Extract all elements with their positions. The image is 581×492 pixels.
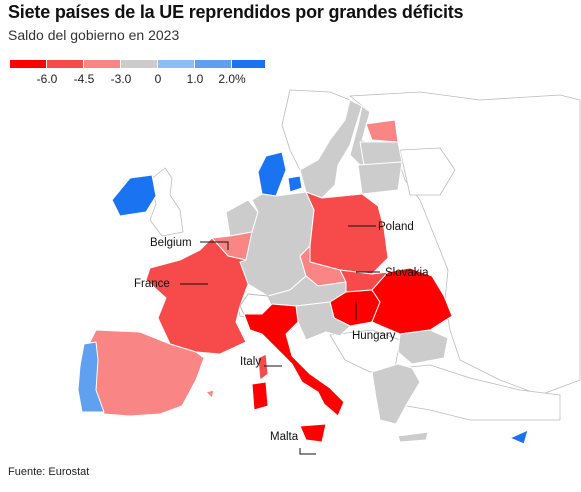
legend-tick-4: 0 — [154, 72, 162, 86]
label-poland: Poland — [378, 221, 414, 233]
region-poland — [305, 191, 389, 275]
region-latvia — [359, 141, 403, 166]
legend-swatch-6 — [195, 60, 231, 68]
legend-tick-5: 1.0 — [186, 72, 204, 86]
legend-swatch-4 — [121, 60, 157, 68]
legend-swatch-3 — [84, 60, 120, 68]
region-denmark-islands — [287, 175, 303, 193]
region-romania — [371, 267, 453, 335]
region-portugal — [77, 341, 105, 413]
region-greece — [371, 363, 421, 425]
label-hungary: Hungary — [352, 330, 396, 342]
legend-tick-1: -6.0 — [36, 72, 58, 86]
region-denmark — [257, 151, 287, 197]
label-malta: Malta — [270, 431, 299, 443]
region-corsica — [257, 353, 269, 381]
region-italy — [243, 303, 345, 417]
leader-lines — [180, 225, 380, 455]
legend-swatch-5 — [158, 60, 194, 68]
region-france — [145, 237, 249, 355]
region-slovenia-croatia — [295, 301, 351, 341]
region-lithuania — [357, 161, 403, 195]
legend-tick-2: -4.5 — [73, 72, 95, 86]
chart-title: Siete países de la UE reprendidos por gr… — [8, 2, 464, 22]
legend-swatch-2 — [47, 60, 83, 68]
region-ireland — [111, 174, 157, 217]
label-slovakia: Slovakia — [385, 267, 429, 279]
legend-swatch-7 — [232, 60, 265, 68]
region-bulgaria — [397, 329, 449, 365]
chart-subtitle: Saldo del gobierno en 2023 — [8, 27, 180, 43]
label-france: France — [134, 278, 170, 290]
source-note: Fuente: Eurostat — [8, 466, 90, 478]
label-belgium: Belgium — [150, 237, 192, 249]
region-sicily — [299, 423, 327, 443]
region-sardinia — [251, 381, 269, 411]
europe-map: Poland Belgium Slovakia France Hungary I… — [77, 89, 581, 455]
legend-swatch-1 — [10, 60, 46, 68]
region-balearic — [205, 389, 215, 399]
region-crete — [397, 431, 429, 443]
legend-tick-6: 2.0% — [218, 72, 246, 86]
label-italy: Italy — [240, 356, 261, 368]
region-cyprus — [509, 429, 529, 445]
color-legend: -6.0 -4.5 -3.0 0 1.0 2.0% — [10, 60, 266, 96]
legend-tick-3: -3.0 — [110, 72, 132, 86]
